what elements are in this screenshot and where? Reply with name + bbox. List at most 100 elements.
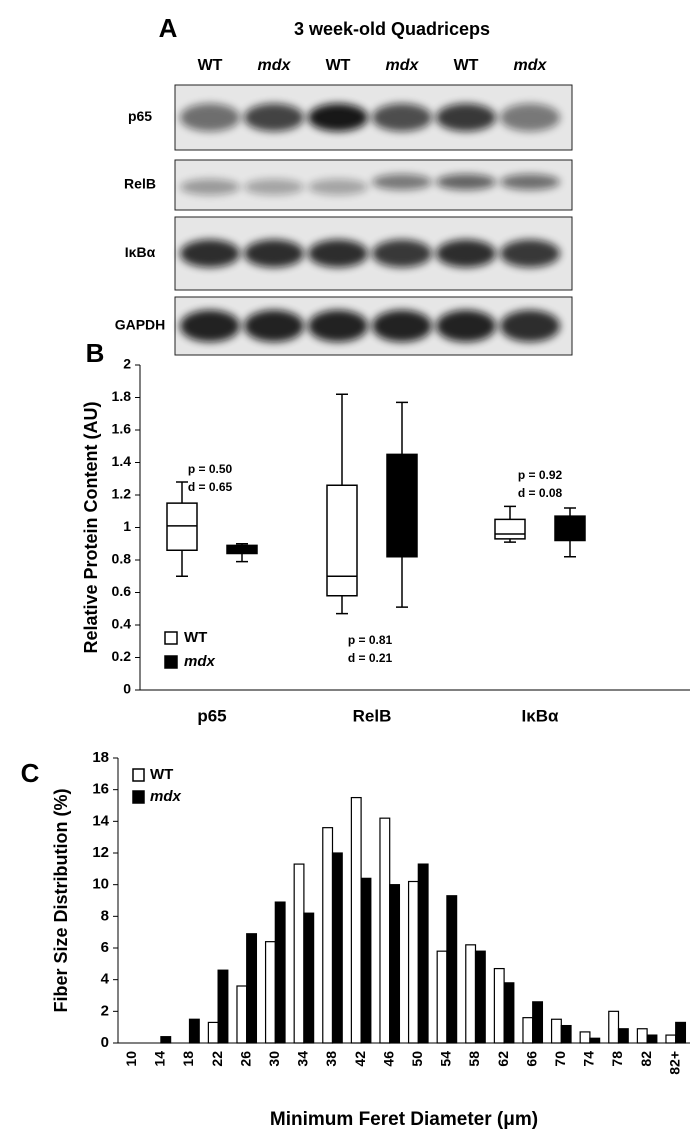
row-label: RelB xyxy=(124,176,156,192)
blot-band xyxy=(436,174,496,190)
y-tick-label: 0.4 xyxy=(112,616,132,632)
y-tick-label: 0.6 xyxy=(112,583,132,599)
bar xyxy=(465,944,477,1044)
bar xyxy=(293,863,305,1044)
box xyxy=(386,453,418,558)
blot-band xyxy=(180,103,240,132)
blot-band xyxy=(372,239,432,268)
bar xyxy=(446,895,458,1044)
y-tick-label: 0.2 xyxy=(112,648,132,664)
x-tick-label: 70 xyxy=(552,1051,568,1067)
x-tick-label: 38 xyxy=(323,1051,339,1067)
bar xyxy=(264,941,276,1044)
x-axis-label: Minimum Feret Diameter (μm) xyxy=(270,1109,538,1130)
blot-title: 3 week-old Quadriceps xyxy=(294,19,490,39)
box xyxy=(166,502,198,551)
blot-band xyxy=(500,174,560,190)
bar xyxy=(436,950,448,1044)
bar xyxy=(550,1018,562,1044)
row-label: GAPDH xyxy=(115,317,166,333)
lane-label: mdx xyxy=(514,57,548,74)
x-tick-label: 78 xyxy=(609,1051,625,1067)
bar xyxy=(589,1037,601,1044)
bar xyxy=(360,877,372,1044)
legend-swatch xyxy=(164,655,178,669)
bar xyxy=(407,880,419,1044)
bar xyxy=(246,933,258,1044)
y-tick-label: 16 xyxy=(92,781,109,798)
blot-band xyxy=(180,239,240,268)
blot-band xyxy=(436,310,496,342)
legend-swatch xyxy=(164,631,178,645)
bar xyxy=(560,1024,572,1044)
blot-band xyxy=(500,239,560,268)
bar xyxy=(236,985,248,1044)
x-tick-label: p65 xyxy=(197,706,226,725)
panel-label: B xyxy=(86,338,105,368)
bar xyxy=(331,852,343,1044)
lane-label: WT xyxy=(454,57,479,74)
blot-band xyxy=(308,239,368,268)
bar xyxy=(665,1034,677,1044)
bar xyxy=(322,827,334,1044)
x-tick-label: 66 xyxy=(523,1051,539,1067)
x-tick-label: 34 xyxy=(295,1051,311,1067)
y-tick-label: 4 xyxy=(101,971,110,988)
bar xyxy=(636,1028,648,1044)
y-tick-label: 2 xyxy=(123,356,131,372)
blot-band xyxy=(372,174,432,190)
x-tick-label: 18 xyxy=(180,1051,196,1067)
legend-label: WT xyxy=(184,629,207,646)
box xyxy=(226,544,258,555)
blot-band xyxy=(244,179,304,195)
bar xyxy=(160,1036,172,1044)
y-axis-label: Fiber Size Distribution (%) xyxy=(51,788,71,1012)
bar xyxy=(617,1028,629,1044)
bar xyxy=(493,967,505,1044)
bar xyxy=(579,1031,591,1044)
y-tick-label: 1 xyxy=(123,518,131,534)
x-tick-label: 82 xyxy=(638,1051,654,1067)
x-tick-label: IκBα xyxy=(522,706,559,725)
x-tick-label: 54 xyxy=(438,1051,454,1067)
y-tick-label: 6 xyxy=(101,939,109,956)
blot-band xyxy=(372,103,432,132)
blot-band xyxy=(244,239,304,268)
blot-band xyxy=(244,310,304,342)
x-tick-label: 74 xyxy=(581,1051,597,1067)
y-tick-label: 0 xyxy=(101,1034,109,1051)
x-tick-label: 46 xyxy=(380,1051,396,1067)
x-tick-label: 30 xyxy=(266,1051,282,1067)
blot-band xyxy=(308,310,368,342)
bar xyxy=(207,1021,219,1044)
y-tick-label: 10 xyxy=(92,876,109,893)
bar xyxy=(303,912,315,1044)
y-tick-label: 8 xyxy=(101,907,109,924)
y-tick-label: 1.4 xyxy=(112,453,132,469)
x-tick-label: RelB xyxy=(353,706,392,725)
annotation-p: p = 0.81 xyxy=(348,633,393,647)
annotation-p: p = 0.92 xyxy=(518,468,563,482)
x-tick-label: 42 xyxy=(352,1051,368,1067)
y-tick-label: 14 xyxy=(92,812,109,829)
bar xyxy=(608,1010,620,1044)
bar xyxy=(188,1018,200,1044)
box xyxy=(554,515,586,542)
y-tick-label: 1.8 xyxy=(112,388,132,404)
bar xyxy=(417,863,429,1044)
bar xyxy=(646,1034,658,1044)
y-tick-label: 12 xyxy=(92,844,109,861)
x-tick-label: 26 xyxy=(237,1051,253,1067)
annotation-p: p = 0.50 xyxy=(188,462,233,476)
legend-label: mdx xyxy=(150,788,182,805)
box xyxy=(494,518,526,540)
x-tick-label: 58 xyxy=(466,1051,482,1067)
blot-band xyxy=(308,179,368,195)
y-tick-label: 1.6 xyxy=(112,421,132,437)
y-tick-label: 1.2 xyxy=(112,486,132,502)
bar xyxy=(522,1017,534,1044)
y-tick-label: 0.8 xyxy=(112,551,132,567)
lane-label: mdx xyxy=(258,57,292,74)
annotation-d: d = 0.21 xyxy=(348,651,393,665)
